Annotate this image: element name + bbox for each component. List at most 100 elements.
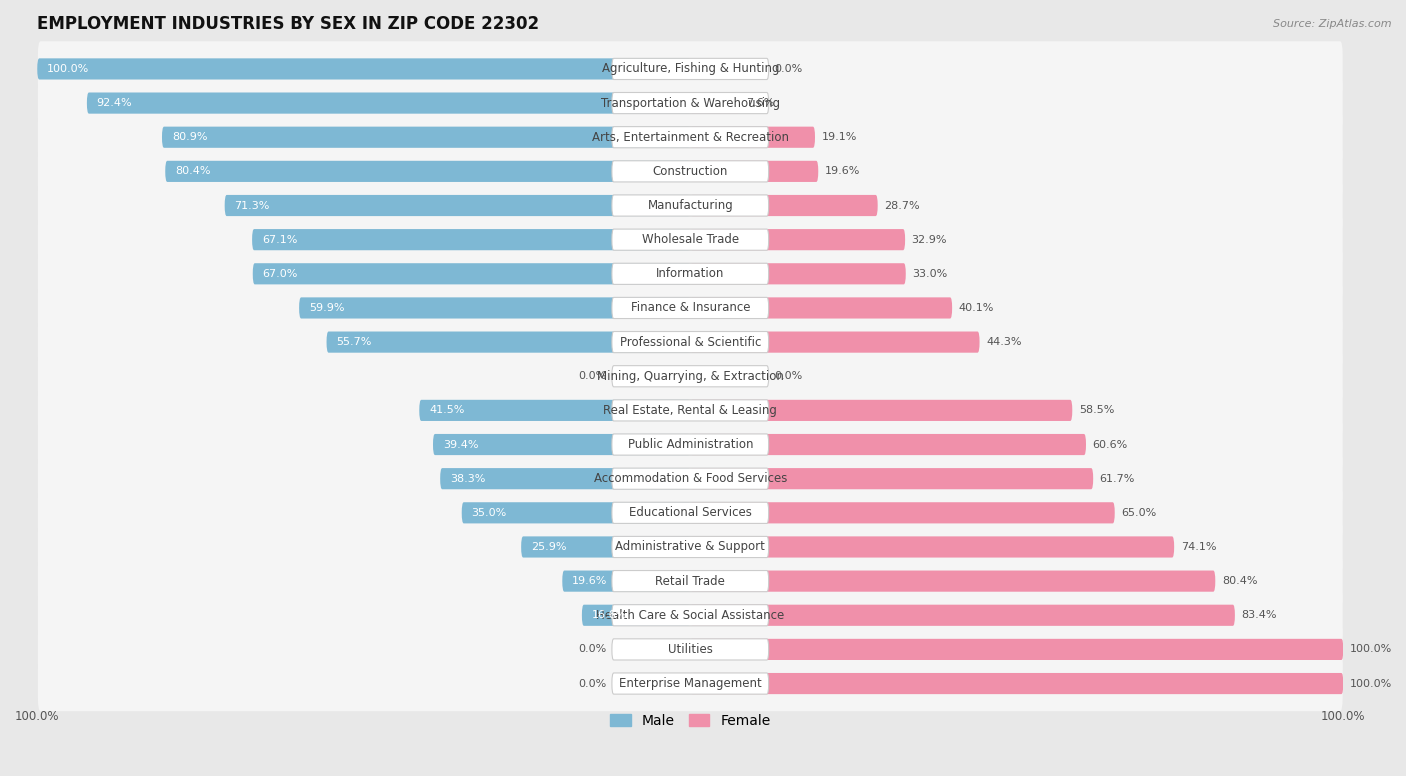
FancyBboxPatch shape xyxy=(612,365,769,386)
FancyBboxPatch shape xyxy=(612,297,769,318)
Text: Public Administration: Public Administration xyxy=(627,438,754,451)
Text: 58.5%: 58.5% xyxy=(1078,405,1114,415)
Text: Source: ZipAtlas.com: Source: ZipAtlas.com xyxy=(1274,19,1392,29)
FancyBboxPatch shape xyxy=(690,400,1073,421)
FancyBboxPatch shape xyxy=(612,229,769,250)
FancyBboxPatch shape xyxy=(690,263,905,284)
Text: Health Care & Social Assistance: Health Care & Social Assistance xyxy=(596,608,785,622)
FancyBboxPatch shape xyxy=(166,161,690,182)
FancyBboxPatch shape xyxy=(38,144,1343,199)
FancyBboxPatch shape xyxy=(38,451,1343,506)
FancyBboxPatch shape xyxy=(690,195,877,216)
FancyBboxPatch shape xyxy=(440,468,690,489)
Text: Mining, Quarrying, & Extraction: Mining, Quarrying, & Extraction xyxy=(596,369,783,383)
FancyBboxPatch shape xyxy=(225,195,690,216)
Text: 74.1%: 74.1% xyxy=(1181,542,1216,552)
Text: 33.0%: 33.0% xyxy=(912,268,948,279)
FancyBboxPatch shape xyxy=(690,229,905,250)
Text: 61.7%: 61.7% xyxy=(1099,473,1135,483)
Text: Finance & Insurance: Finance & Insurance xyxy=(630,301,749,314)
Text: 80.4%: 80.4% xyxy=(174,166,211,176)
FancyBboxPatch shape xyxy=(612,570,769,592)
Text: 100.0%: 100.0% xyxy=(1350,678,1392,688)
FancyBboxPatch shape xyxy=(612,639,769,660)
FancyBboxPatch shape xyxy=(690,468,1094,489)
Text: Transportation & Warehousing: Transportation & Warehousing xyxy=(600,96,780,109)
Text: 55.7%: 55.7% xyxy=(336,337,371,347)
Text: 38.3%: 38.3% xyxy=(450,473,485,483)
Text: 0.0%: 0.0% xyxy=(773,64,801,74)
FancyBboxPatch shape xyxy=(433,434,690,455)
FancyBboxPatch shape xyxy=(252,229,690,250)
Text: Accommodation & Food Services: Accommodation & Food Services xyxy=(593,472,787,485)
Text: 0.0%: 0.0% xyxy=(578,371,606,381)
FancyBboxPatch shape xyxy=(612,434,769,455)
Text: 19.6%: 19.6% xyxy=(572,576,607,586)
Text: 83.4%: 83.4% xyxy=(1241,610,1277,620)
Text: 35.0%: 35.0% xyxy=(471,508,506,518)
Text: Arts, Entertainment & Recreation: Arts, Entertainment & Recreation xyxy=(592,130,789,144)
FancyBboxPatch shape xyxy=(612,673,769,695)
Text: 65.0%: 65.0% xyxy=(1121,508,1157,518)
Text: 44.3%: 44.3% xyxy=(986,337,1022,347)
Text: 0.0%: 0.0% xyxy=(578,678,606,688)
Text: 25.9%: 25.9% xyxy=(531,542,567,552)
FancyBboxPatch shape xyxy=(299,297,690,318)
FancyBboxPatch shape xyxy=(522,536,690,558)
FancyBboxPatch shape xyxy=(612,58,769,79)
Text: 67.1%: 67.1% xyxy=(262,234,297,244)
Text: 28.7%: 28.7% xyxy=(884,200,920,210)
FancyBboxPatch shape xyxy=(38,622,1343,677)
Text: Wholesale Trade: Wholesale Trade xyxy=(641,233,738,246)
FancyBboxPatch shape xyxy=(38,212,1343,267)
FancyBboxPatch shape xyxy=(612,263,769,284)
FancyBboxPatch shape xyxy=(38,280,1343,335)
FancyBboxPatch shape xyxy=(690,297,952,318)
FancyBboxPatch shape xyxy=(690,502,1115,523)
FancyBboxPatch shape xyxy=(253,263,690,284)
Text: 7.6%: 7.6% xyxy=(747,98,775,108)
Text: 0.0%: 0.0% xyxy=(773,371,801,381)
FancyBboxPatch shape xyxy=(690,673,1343,695)
Text: 32.9%: 32.9% xyxy=(911,234,948,244)
Text: Professional & Scientific: Professional & Scientific xyxy=(620,335,761,348)
Text: Educational Services: Educational Services xyxy=(628,506,752,519)
FancyBboxPatch shape xyxy=(38,553,1343,609)
FancyBboxPatch shape xyxy=(690,536,1174,558)
Text: 80.9%: 80.9% xyxy=(172,132,207,142)
FancyBboxPatch shape xyxy=(38,587,1343,643)
FancyBboxPatch shape xyxy=(612,468,769,489)
FancyBboxPatch shape xyxy=(461,502,690,523)
FancyBboxPatch shape xyxy=(690,126,815,147)
FancyBboxPatch shape xyxy=(38,178,1343,233)
Text: Construction: Construction xyxy=(652,165,728,178)
FancyBboxPatch shape xyxy=(690,331,980,352)
Text: Retail Trade: Retail Trade xyxy=(655,574,725,587)
Text: 40.1%: 40.1% xyxy=(959,303,994,313)
FancyBboxPatch shape xyxy=(38,75,1343,130)
FancyBboxPatch shape xyxy=(612,605,769,626)
Text: 71.3%: 71.3% xyxy=(235,200,270,210)
FancyBboxPatch shape xyxy=(690,605,1234,626)
Text: 59.9%: 59.9% xyxy=(309,303,344,313)
Text: 16.6%: 16.6% xyxy=(592,610,627,620)
FancyBboxPatch shape xyxy=(38,109,1343,165)
FancyBboxPatch shape xyxy=(612,195,769,216)
Text: 41.5%: 41.5% xyxy=(429,405,464,415)
FancyBboxPatch shape xyxy=(38,41,1343,96)
Text: Enterprise Management: Enterprise Management xyxy=(619,677,762,690)
FancyBboxPatch shape xyxy=(612,502,769,523)
Text: 39.4%: 39.4% xyxy=(443,439,478,449)
FancyBboxPatch shape xyxy=(612,536,769,558)
Text: 100.0%: 100.0% xyxy=(1350,644,1392,654)
Text: 0.0%: 0.0% xyxy=(578,644,606,654)
FancyBboxPatch shape xyxy=(38,485,1343,540)
FancyBboxPatch shape xyxy=(690,92,740,113)
FancyBboxPatch shape xyxy=(37,58,690,79)
FancyBboxPatch shape xyxy=(690,161,818,182)
Text: Information: Information xyxy=(657,267,724,280)
FancyBboxPatch shape xyxy=(87,92,690,113)
Text: 67.0%: 67.0% xyxy=(263,268,298,279)
Text: 100.0%: 100.0% xyxy=(46,64,90,74)
FancyBboxPatch shape xyxy=(582,605,690,626)
